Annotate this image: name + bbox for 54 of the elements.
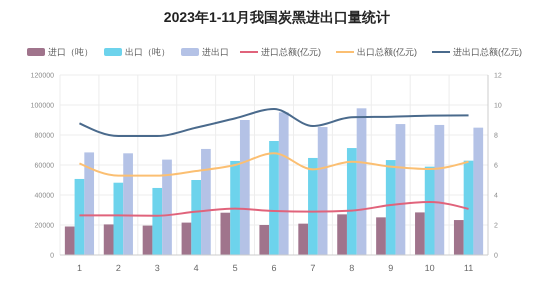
bar: [220, 212, 230, 255]
bar: [114, 182, 124, 255]
line-series: [78, 108, 470, 138]
legend-label: 进出口总额(亿元): [453, 47, 522, 58]
legend-label: 进口总额(亿元): [261, 47, 321, 58]
bar: [259, 225, 270, 255]
line-series: [78, 201, 470, 217]
bar: [191, 180, 202, 255]
bar: [74, 178, 84, 255]
x-tick-label: 10: [424, 263, 435, 274]
line-series: [78, 152, 470, 177]
bar: [424, 166, 434, 255]
bar: [337, 214, 347, 255]
x-tick-label: 3: [154, 263, 160, 274]
bar: [162, 160, 172, 255]
x-tick-label: 2: [116, 263, 121, 274]
chart-title: 2023年1-11月我国炭黑进出口量统计: [164, 9, 390, 25]
bar: [269, 141, 279, 255]
legend-label: 进口（吨）: [48, 47, 93, 58]
bar: [182, 222, 192, 255]
bar: [434, 124, 444, 255]
x-tick-label: 4: [194, 263, 199, 274]
bar: [240, 120, 250, 255]
bar: [318, 127, 328, 255]
bar: [356, 108, 366, 255]
bar: [278, 112, 289, 255]
bar: [152, 188, 162, 255]
x-tick-label: 6: [271, 263, 277, 274]
x-tick-label: 1: [76, 263, 82, 274]
bar: [142, 226, 152, 255]
bar: [346, 148, 357, 255]
bar: [298, 224, 308, 255]
bar: [454, 220, 464, 255]
x-tick-label: 11: [464, 263, 474, 274]
x-tick-label: 9: [388, 263, 394, 274]
bar: [84, 152, 94, 255]
bar: [415, 212, 425, 255]
bar: [201, 148, 211, 255]
x-tick-label: 8: [349, 263, 354, 274]
bar: [396, 124, 406, 255]
bar: [376, 217, 386, 255]
bar: [104, 224, 114, 255]
bar: [386, 160, 396, 255]
legend-label: 进出口: [202, 47, 229, 58]
bar: [308, 158, 318, 255]
x-tick-label: 5: [232, 263, 238, 274]
bar: [64, 226, 75, 255]
x-tick-label: 7: [310, 263, 316, 274]
bar: [230, 160, 240, 255]
legend-label: 出口（吨）: [125, 47, 170, 58]
bar: [464, 160, 474, 255]
bar: [123, 153, 133, 255]
bar: [473, 128, 484, 255]
legend-label: 出口总额(亿元): [357, 47, 417, 58]
